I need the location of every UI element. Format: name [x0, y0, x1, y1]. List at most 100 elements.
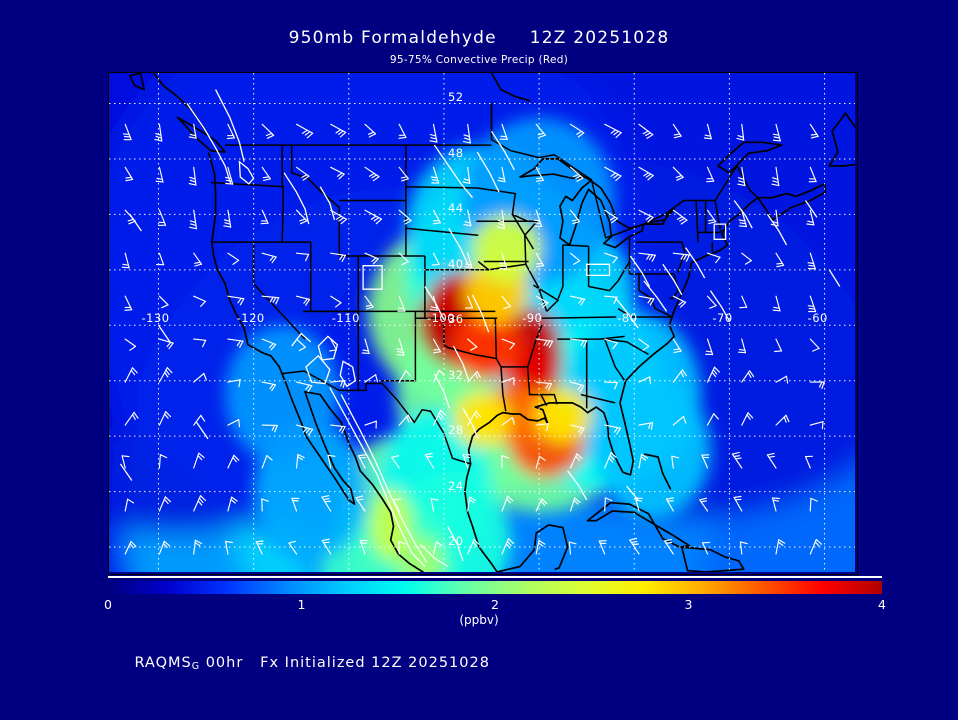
convective-precip-contour: [462, 408, 479, 440]
wind-barb: [261, 123, 275, 139]
wind-barb: [330, 123, 347, 138]
wind-barb: [535, 381, 553, 391]
field-hotspot: [453, 391, 511, 448]
wind-barb: [638, 123, 654, 139]
wind-barb: [158, 338, 174, 350]
wind-barb: [569, 295, 586, 306]
colorbar-tick-3: 3: [684, 597, 693, 612]
wind-barb: [775, 252, 785, 268]
wind-barb: [809, 123, 819, 139]
wind-barb: [432, 338, 442, 354]
wind-barb: [227, 338, 244, 348]
lat-label-48: 48: [447, 145, 464, 160]
wind-barb: [364, 374, 378, 383]
map-canvas: -130 -120 -110 -100 -90 -80 -70 -60 20 24 28 32 36 40…: [109, 73, 855, 572]
convective-precip-contour: [567, 470, 588, 501]
wind-barb: [604, 381, 618, 390]
wind-barb: [741, 412, 754, 426]
wind-barb: [260, 209, 269, 225]
convective-precip-contour: [317, 335, 339, 361]
convective-precip-contour: [291, 332, 312, 347]
wind-barb: [431, 252, 440, 266]
convective-precip-contour: [733, 200, 753, 229]
wind-barb: [772, 295, 781, 312]
wind-barb: [288, 540, 298, 555]
wind-barb: [672, 295, 687, 308]
wind-barb: [501, 377, 515, 386]
wind-barb: [291, 497, 300, 512]
wind-barb: [808, 166, 817, 183]
coastline: [717, 141, 783, 174]
colorbar-gradient: [108, 581, 882, 594]
map-field-svg: [109, 73, 855, 572]
wind-barb: [699, 497, 709, 512]
wind-barb: [261, 166, 271, 182]
lat-label-32: 32: [447, 367, 464, 382]
wind-barb: [604, 497, 613, 512]
wind-barb: [398, 541, 406, 555]
wind-barb: [432, 209, 441, 225]
wind-barb: [158, 496, 172, 512]
political-border: [604, 338, 649, 356]
convective-precip-contour: [119, 463, 133, 481]
wind-barb: [463, 209, 472, 227]
wind-barb: [225, 540, 233, 555]
wind-barb: [462, 454, 471, 469]
wind-barb: [638, 338, 650, 351]
colorbar-unit-label: (ppbv): [459, 613, 499, 627]
wind-barb: [364, 166, 380, 182]
coastline: [464, 463, 499, 572]
wind-barb: [424, 452, 435, 469]
wind-barb: [806, 209, 815, 226]
wind-barb: [501, 338, 516, 350]
wind-barb: [638, 422, 654, 431]
lat-label-20: 20: [447, 534, 464, 549]
wind-barb: [321, 538, 332, 555]
wind-barb: [604, 123, 622, 138]
wind-barb: [535, 423, 549, 432]
wind-barb: [330, 209, 347, 225]
political-border: [494, 318, 498, 359]
wind-barb: [330, 252, 346, 263]
wind-barb: [227, 419, 241, 428]
convective-precip-contour: [447, 525, 464, 562]
wind-barb: [124, 295, 133, 311]
wind-barb: [671, 455, 680, 469]
wind-barb: [158, 295, 169, 309]
wind-barb: [775, 414, 790, 426]
colorbar-tick-1: 1: [297, 597, 306, 612]
wind-barb: [770, 209, 779, 227]
wind-barb: [672, 369, 687, 383]
wind-barb: [295, 295, 311, 306]
wind-barb: [809, 538, 822, 555]
convective-precip-contour: [157, 324, 171, 343]
coastline: [586, 501, 691, 548]
political-border: [443, 318, 497, 360]
convective-precip-contour: [433, 373, 451, 409]
convective-precip-contour: [629, 255, 651, 287]
wind-barb: [225, 166, 234, 185]
wind-barb: [398, 370, 412, 383]
wind-barb: [464, 252, 473, 268]
wind-barb: [124, 367, 138, 383]
wind-barb: [398, 414, 413, 426]
wind-barb: [330, 166, 345, 180]
wind-barb: [672, 252, 691, 262]
wind-barb: [604, 252, 618, 264]
wind-barb: [227, 379, 241, 388]
wind-barb: [638, 376, 652, 385]
wind-barb: [465, 295, 474, 309]
wind-barb: [706, 252, 721, 264]
wind-barb: [569, 123, 585, 138]
wind-barb: [226, 123, 235, 140]
wind-barb: [359, 539, 368, 555]
wind-barb: [706, 295, 717, 309]
wind-barb: [398, 166, 409, 182]
convective-precip-contour: [643, 280, 668, 312]
convective-precip-contour: [339, 360, 357, 388]
page-title: 950mb Formaldehyde 12Z 20251028: [288, 28, 670, 48]
wind-barb: [535, 295, 549, 308]
wind-barb: [629, 537, 640, 555]
political-border: [669, 273, 679, 300]
political-border: [477, 260, 539, 287]
